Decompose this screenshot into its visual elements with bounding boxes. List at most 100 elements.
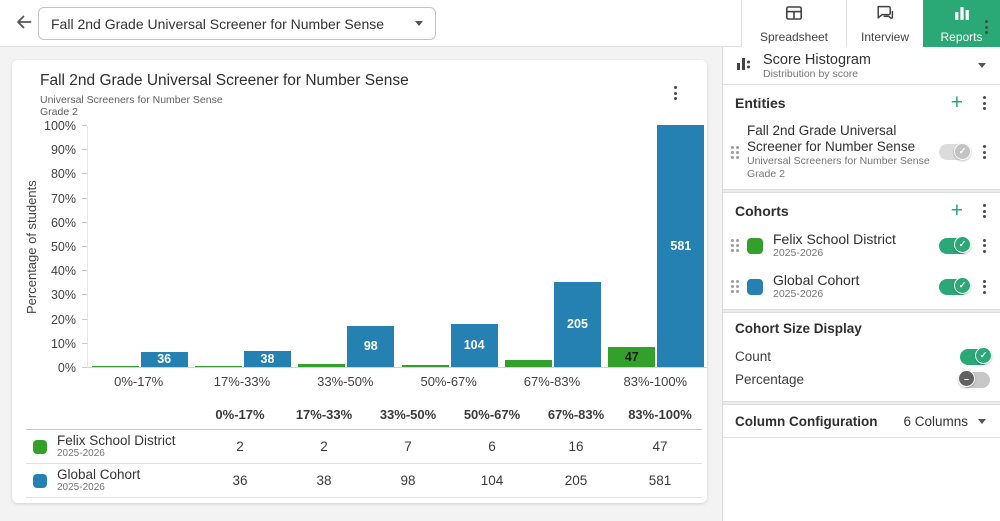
entity-visibility-toggle[interactable]: ✓ [939,142,971,160]
bar-global-cohort-50%-67%[interactable]: 104 [450,324,498,367]
cohort-visibility-toggle[interactable]: ✓ [939,277,971,295]
cohort-menu-button[interactable] [979,276,990,298]
y-axis: 0% 10% 20% 30% 40% 50% 60% 70% 80% 90% 100% [12,119,87,375]
series-swatch-blue [33,473,47,488]
top-bar: Fall 2nd Grade Universal Screener for Nu… [0,0,1000,47]
percentage-option-row: Percentage – [735,368,990,391]
percentage-toggle[interactable]: – [958,370,990,388]
column-configuration-row[interactable]: Column Configuration 6 Columns [723,405,1000,438]
x-axis-labels: 0%-17% 17%-33% 33%-50% 50%-67% 67%-83% 83%-10… [87,374,707,390]
histogram-icon [735,54,753,77]
bar-chart-icon [952,3,972,28]
table-header-cell: 50%-67% [463,407,521,422]
chevron-down-icon [978,418,986,424]
cohorts-menu-button[interactable] [979,200,990,222]
report-type-title: Score Histogram [763,51,871,68]
back-button[interactable] [12,12,36,36]
chart-menu-button[interactable] [670,82,681,104]
add-cohort-button[interactable]: + [950,199,963,222]
y-tick-label: 0% [57,361,76,375]
y-tick-mark [82,125,87,126]
table-cell: 98 [400,473,416,488]
cohort-name: Global Cohort [773,272,860,288]
cohorts-title: Cohorts [735,203,789,219]
cohort-name: Felix School District [773,231,896,247]
table-cell: 38 [316,473,332,488]
entities-menu-button[interactable] [979,92,990,114]
tab-spreadsheet[interactable]: Spreadsheet [741,0,846,47]
plot-area: 36 38 98 104 205 47 581 [87,125,707,368]
tab-interview[interactable]: Interview [846,0,923,47]
table-header-cell: 17%-33% [295,407,353,422]
table-cell: 205 [564,473,588,488]
bar-global-cohort-67%-83%[interactable]: 205 [553,282,601,367]
y-tick-mark [82,270,87,272]
entity-title: Fall 2nd Grade Universal Screener for Nu… [747,123,916,154]
x-tick-label: 33%-50% [317,374,374,389]
bar-felix-school-district-67%-83%[interactable] [504,360,552,367]
bar-value-label: 36 [157,352,172,367]
y-tick-mark [82,342,87,344]
entity-menu-button[interactable] [979,141,990,163]
entities-section-header: Entities + [723,85,1000,119]
spreadsheet-icon [784,3,804,28]
table-header-cell: 83%-100% [628,407,692,422]
bar-global-cohort-33%-50%[interactable]: 98 [347,326,395,367]
x-tick-label: 17%-33% [213,374,271,389]
header-overflow-menu-button[interactable] [981,16,992,38]
cohort-size-display-section: Cohort Size Display Count ✓ Percentage – [723,313,1000,401]
section-divider [723,309,1000,313]
y-tick-mark [82,149,87,151]
report-chart-card: Fall 2nd Grade Universal Screener for Nu… [12,60,707,503]
y-tick-label: 70% [50,191,76,206]
y-tick-label: 30% [50,288,76,303]
table-cell: 36 [232,473,248,488]
chat-bubbles-icon [875,3,895,28]
table-cell: 47 [652,439,668,454]
chevron-down-icon [978,63,986,68]
screener-dropdown[interactable]: Fall 2nd Grade Universal Screener for Nu… [38,7,436,40]
x-tick-label: 67%-83% [523,374,581,389]
y-tick-mark [82,294,87,296]
drag-handle-icon[interactable] [731,239,739,252]
entities-title: Entities [735,95,786,111]
bar-global-cohort-0%-17%[interactable]: 36 [140,352,188,367]
percentage-label: Percentage [735,372,805,387]
entity-subtitle: Universal Screeners for Number Sense [747,155,930,167]
drag-handle-icon[interactable] [731,145,739,159]
y-tick-mark [82,246,87,247]
chevron-down-icon [415,21,423,26]
series-years: 2025-2026 [57,482,105,493]
bar-value-label: 104 [463,338,485,353]
cohort-swatch-blue [747,278,763,295]
count-toggle[interactable]: ✓ [960,347,992,365]
back-arrow-icon [14,12,34,37]
bar-felix-school-district-17%-33%[interactable] [194,366,242,367]
table-header-cell: 0%-17% [215,407,265,422]
y-tick-label: 50% [50,240,76,254]
bar-felix-school-district-0%-17%[interactable] [91,366,139,367]
add-entity-button[interactable]: + [950,91,963,114]
bar-felix-school-district-83%-100%[interactable]: 47 [608,347,656,367]
bar-felix-school-district-33%-50%[interactable] [298,364,346,367]
bar-group: 36 [88,352,191,367]
y-tick-label: 40% [50,264,76,279]
cohort-list-item: Felix School District 2025-2026 ✓ [723,227,1000,268]
cohort-years: 2025-2026 [773,247,824,259]
report-type-selector[interactable]: Score Histogram Distribution by score [723,47,1000,85]
bar-global-cohort-83%-100%[interactable]: 581 [657,125,705,367]
bar-value-label: 47 [624,349,639,364]
bar-global-cohort-17%-33%[interactable]: 38 [243,351,291,367]
bar-group: 98 [295,326,398,367]
bar-felix-school-district-50%-67%[interactable] [401,365,449,367]
bar-value-label: 38 [260,351,275,366]
cohort-visibility-toggle[interactable]: ✓ [939,236,971,254]
y-tick-label: 80% [50,167,76,182]
table-cell: 6 [488,439,496,454]
y-tick-label: 90% [50,143,76,158]
y-tick-mark [82,367,87,368]
y-tick-mark [82,318,87,320]
cohort-menu-button[interactable] [979,235,990,257]
tab-reports[interactable]: Reports [923,0,1000,47]
drag-handle-icon[interactable] [731,280,739,293]
